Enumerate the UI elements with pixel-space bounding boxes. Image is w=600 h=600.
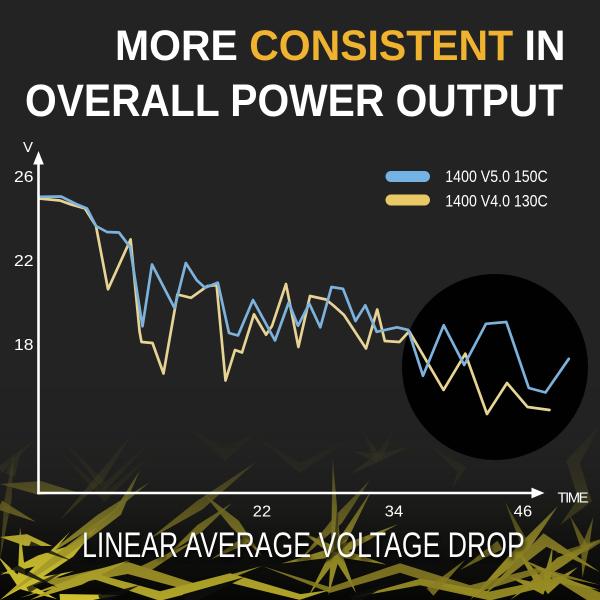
svg-text:22: 22	[14, 253, 34, 270]
svg-text:46: 46	[514, 504, 532, 521]
svg-text:22: 22	[253, 504, 271, 521]
svg-text:34: 34	[385, 504, 403, 521]
svg-text:18: 18	[14, 337, 34, 354]
svg-text:V: V	[23, 139, 33, 156]
svg-text:1400 V5.0 150C: 1400 V5.0 150C	[445, 167, 548, 186]
svg-text:1400 V4.0 130C: 1400 V4.0 130C	[445, 191, 548, 210]
svg-text:TIME: TIME	[558, 491, 589, 507]
svg-text:26: 26	[14, 169, 34, 186]
